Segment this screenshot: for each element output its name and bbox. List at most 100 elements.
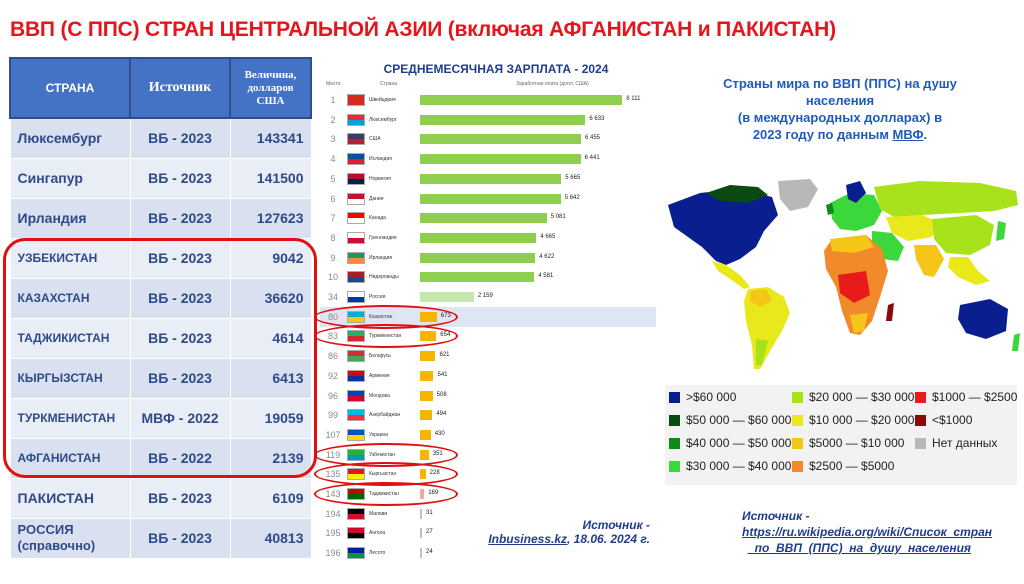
legend-swatch xyxy=(915,437,926,449)
legend-label: $1000 — $2500 xyxy=(932,390,1018,404)
salary-country: Гренландия xyxy=(369,234,397,241)
salary-bar-label: 4 622 xyxy=(539,253,555,260)
map-greenland xyxy=(778,179,818,211)
flag-icon xyxy=(347,231,365,244)
flag-icon xyxy=(347,94,365,106)
legend-swatch xyxy=(669,391,680,403)
row-country: Сингапур xyxy=(9,157,131,199)
salary-rank: 194 xyxy=(325,508,341,519)
flag-icon xyxy=(347,172,365,185)
salary-country: Канада xyxy=(369,215,386,222)
salary-country: Нидерланды xyxy=(369,274,399,281)
flag-icon xyxy=(347,291,365,303)
header-value: Величина, долларов США xyxy=(229,57,312,119)
row-source: ВБ - 2023 xyxy=(129,277,231,319)
row-value: 127623 xyxy=(229,197,312,239)
table-row: Сингапур ВБ - 2023 141500 xyxy=(9,157,312,199)
central-asia-highlight xyxy=(3,238,317,478)
salary-bar-label: 430 xyxy=(434,430,445,437)
map-russia xyxy=(874,181,1018,217)
salary-source-link[interactable]: Inbusiness.kz xyxy=(488,532,568,546)
legend-swatch xyxy=(792,414,803,426)
salary-bar xyxy=(420,95,623,105)
salary-rank: 1 xyxy=(330,95,336,105)
salary-row: 2 Люксембург 6 633 xyxy=(320,110,656,130)
legend-label: $10 000 — $20 000 xyxy=(809,413,915,427)
salary-rank: 2 xyxy=(330,114,336,125)
salary-bar-label: 27 xyxy=(426,529,433,536)
table-header-row: СТРАНА Источник Величина, долларов США xyxy=(9,57,312,119)
flag-icon xyxy=(347,527,365,540)
salary-source: Источник - Inbusiness.kz, 18.06. 2024 г. xyxy=(470,518,650,546)
imf-link[interactable]: МВФ xyxy=(892,127,924,142)
map-sa-north xyxy=(750,289,772,307)
map-sa-south xyxy=(756,339,768,365)
salary-row: 194 Малави 31 xyxy=(320,504,656,524)
salary-bar-label: 24 xyxy=(426,549,433,556)
salary-row: 107 Украина 430 xyxy=(320,425,656,445)
table-row: Люксембург ВБ - 2023 143341 xyxy=(9,117,312,159)
row-source: МВФ - 2022 xyxy=(129,397,231,439)
row-value: 6109 xyxy=(229,477,312,519)
salary-row: 9 Ирландия 4 622 xyxy=(320,248,656,268)
salary-country: Украина xyxy=(369,431,389,438)
map-title-line1: Страны мира по ВВП (ППС) на душу xyxy=(723,76,957,91)
salary-bar xyxy=(420,272,535,283)
salary-row: 1 Швейцария 8 111 xyxy=(320,90,656,110)
salary-country: Швейцария xyxy=(369,97,396,103)
legend-item: $5000 — $10 000 xyxy=(792,434,904,452)
salary-country: Норвегия xyxy=(369,175,391,182)
flag-icon xyxy=(347,389,365,402)
map-title-line4: 2023 году по данным xyxy=(752,127,893,142)
salary-bar xyxy=(420,213,547,224)
salary-bar-label: 6 455 xyxy=(584,135,600,142)
header-country: СТРАНА xyxy=(9,57,131,119)
row-country: РОССИЯ (справочно) xyxy=(9,517,131,559)
salary-bar xyxy=(420,252,536,263)
row-source: ВБ - 2023 xyxy=(129,477,231,519)
map-new-zealand xyxy=(1012,333,1020,351)
salary-rank: 7 xyxy=(330,213,336,224)
row-value: 4614 xyxy=(229,317,312,359)
salary-bar-label: 8 111 xyxy=(626,96,641,102)
salary-country: Люксембург xyxy=(369,116,397,123)
flag-icon xyxy=(347,192,365,205)
wiki-source-link[interactable]: https://ru.wikipedia.org/wiki/Список_стр… xyxy=(742,525,993,539)
salary-row: 34 Россия 2 159 xyxy=(320,287,656,307)
flag-icon xyxy=(347,212,365,225)
legend-label: $40 000 — $50 000 xyxy=(686,436,792,450)
salary-bar-label: 31 xyxy=(426,509,433,516)
row-value: 40813 xyxy=(229,517,312,559)
legend-swatch xyxy=(792,391,803,403)
salary-bar-label: 541 xyxy=(437,371,448,378)
row-source: ВБ - 2023 xyxy=(129,157,231,199)
legend-item: $20 000 — $30 000 xyxy=(792,388,914,406)
salary-rank: 86 xyxy=(327,351,338,362)
flag-icon xyxy=(347,271,365,284)
salary-country: Лесото xyxy=(369,550,386,557)
table-row: ТАДЖИКИСТАН ВБ - 2023 4614 xyxy=(9,317,312,359)
map-scandinavia xyxy=(846,181,866,203)
legend-item: $40 000 — $50 000 xyxy=(669,434,791,452)
row-source: ВБ - 2022 xyxy=(129,437,231,479)
legend-label: >$60 000 xyxy=(686,390,737,404)
legend-swatch xyxy=(669,437,680,449)
salary-bar xyxy=(420,292,474,302)
wiki-source-link-cont[interactable]: _по_ВВП_(ППС)_на_душу_населения xyxy=(748,541,971,555)
map-se-asia xyxy=(948,257,990,285)
salary-bar xyxy=(420,548,422,559)
salary-row: 10 Нидерланды 4 581 xyxy=(320,267,656,287)
salary-rank: 92 xyxy=(327,370,338,381)
legend-label: $50 000 — $60 000 xyxy=(686,413,792,427)
row-source: ВБ - 2023 xyxy=(129,197,231,239)
salary-bar-label: 6 441 xyxy=(584,155,600,162)
map-title-line3: (в международных долларах) в xyxy=(737,110,943,125)
salary-source-date: , 18.06. 2024 г. xyxy=(567,532,650,546)
legend-swatch xyxy=(915,414,926,426)
legend-item: $10 000 — $20 000 xyxy=(792,411,914,429)
map-canada-north xyxy=(706,185,768,203)
salary-row: 5 Норвегия 5 665 xyxy=(320,169,656,189)
salary-country: Россия xyxy=(369,294,386,300)
map-india xyxy=(914,245,944,277)
salary-chart-title: СРЕДНЕМЕСЯЧНАЯ ЗАРПЛАТА - 2024 xyxy=(383,62,609,76)
